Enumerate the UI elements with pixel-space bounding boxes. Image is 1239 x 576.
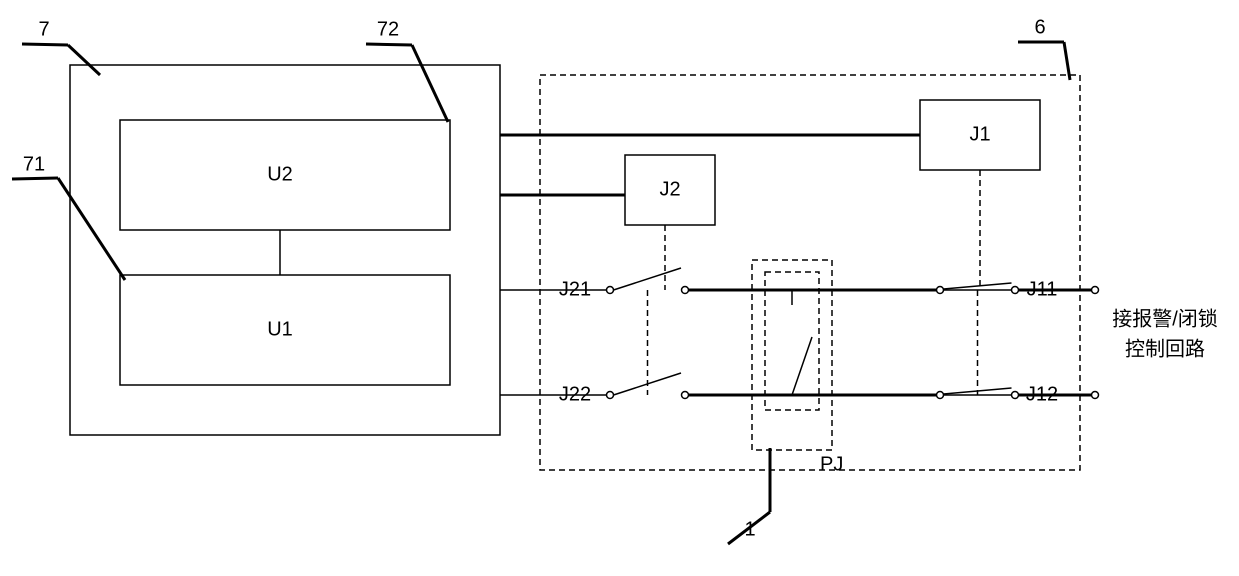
callout-c7-leader <box>68 45 100 75</box>
label-j22: J22 <box>559 383 591 405</box>
j21-contact-term-b <box>682 287 689 294</box>
j12-contact-term-b <box>1012 392 1019 399</box>
row2-out-term <box>1092 392 1099 399</box>
j21-contact-term-a <box>607 287 614 294</box>
callout-c7-label: 7 <box>38 18 49 40</box>
label-j12: J12 <box>1026 383 1058 405</box>
callout-c71-label: 71 <box>23 153 45 175</box>
label-u1: U1 <box>267 318 293 340</box>
j12-contact-term-a <box>937 392 944 399</box>
callout-c7-bar <box>22 44 68 45</box>
pj-blade <box>792 337 812 395</box>
label-j11: J11 <box>1027 278 1058 300</box>
label-pj: PJ <box>820 453 843 475</box>
label-j21: J21 <box>559 278 591 300</box>
callout-c72-label: 72 <box>377 18 399 40</box>
label-u2: U2 <box>267 163 293 185</box>
j22-contact-term-a <box>607 392 614 399</box>
callout-c71-leader <box>58 178 125 280</box>
callout-c6-label: 6 <box>1034 16 1045 38</box>
label-j2: J2 <box>659 178 680 200</box>
label-side1: 接报警/闭锁 <box>1112 307 1218 330</box>
j11-contact-blade <box>944 283 1012 289</box>
j21-contact-blade <box>614 268 682 290</box>
callout-c72-bar <box>366 44 412 45</box>
j11-contact-term-a <box>937 287 944 294</box>
row1-out-term <box>1092 287 1099 294</box>
callout-c71-bar <box>12 178 58 179</box>
j11-contact-term-b <box>1012 287 1019 294</box>
label-side2: 控制回路 <box>1125 337 1205 360</box>
j22-contact-term-b <box>682 392 689 399</box>
callout-c72-leader <box>412 45 448 122</box>
callout-c1-label: 1 <box>744 518 755 540</box>
label-j1: J1 <box>969 123 990 145</box>
